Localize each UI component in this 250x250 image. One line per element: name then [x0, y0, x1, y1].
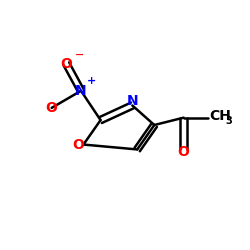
Text: O: O — [60, 57, 72, 71]
Text: O: O — [178, 145, 190, 159]
Text: O: O — [72, 138, 84, 151]
Text: O: O — [46, 101, 58, 115]
Text: −: − — [75, 50, 85, 60]
Text: 3: 3 — [225, 116, 232, 126]
Text: CH: CH — [209, 110, 231, 124]
Text: +: + — [88, 76, 96, 86]
Text: N: N — [126, 94, 138, 108]
Text: N: N — [75, 84, 87, 98]
